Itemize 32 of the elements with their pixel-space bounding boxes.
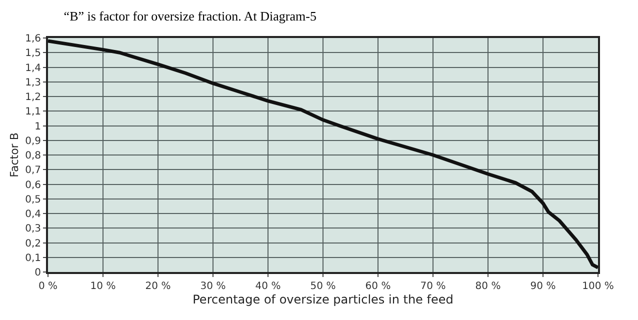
x-tick-label: 0 % xyxy=(38,281,58,292)
y-tick-label: 1,6 xyxy=(25,34,41,44)
y-tick-label: 1 xyxy=(34,121,41,132)
y-tick-label: 0,6 xyxy=(25,180,41,191)
x-tick-label: 100 % xyxy=(582,281,614,292)
x-tick-label: 20 % xyxy=(145,281,171,292)
y-tick-label: 0,3 xyxy=(25,224,41,235)
y-tick-label: 0,2 xyxy=(25,238,41,250)
y-tick-label: 1,2 xyxy=(25,92,41,103)
y-tick-label: 1,5 xyxy=(25,48,41,60)
x-tick-label: 80 % xyxy=(475,281,501,292)
y-tick-label: 1,1 xyxy=(25,106,41,118)
x-tick-label: 10 % xyxy=(90,281,116,292)
x-tick-label: 90 % xyxy=(530,281,556,292)
x-tick-label: 30 % xyxy=(200,281,226,292)
x-axis-title: Percentage of oversize particles in the feed xyxy=(192,292,454,306)
x-tick-label: 70 % xyxy=(420,281,446,292)
y-tick-label: 0,8 xyxy=(25,150,41,162)
y-tick-label: 0,4 xyxy=(25,209,41,220)
y-tick-label: 0,1 xyxy=(25,252,41,264)
chart-title: “B” is factor for oversize fraction. At Diagram-5 xyxy=(64,8,316,24)
y-tick-label: 0 xyxy=(34,268,41,278)
y-axis-title: Factor B xyxy=(8,132,22,178)
y-tick-label: 1,3 xyxy=(25,77,41,88)
y-tick-label: 0,9 xyxy=(25,136,41,147)
y-tick-label: 0,7 xyxy=(25,165,41,176)
y-tick-label: 0,5 xyxy=(25,194,41,206)
y-tick-label: 1,4 xyxy=(25,62,41,74)
x-tick-label: 40 % xyxy=(255,281,281,292)
x-tick-label: 60 % xyxy=(365,281,391,292)
line-series xyxy=(48,39,598,270)
x-tick-label: 50 % xyxy=(310,281,336,292)
